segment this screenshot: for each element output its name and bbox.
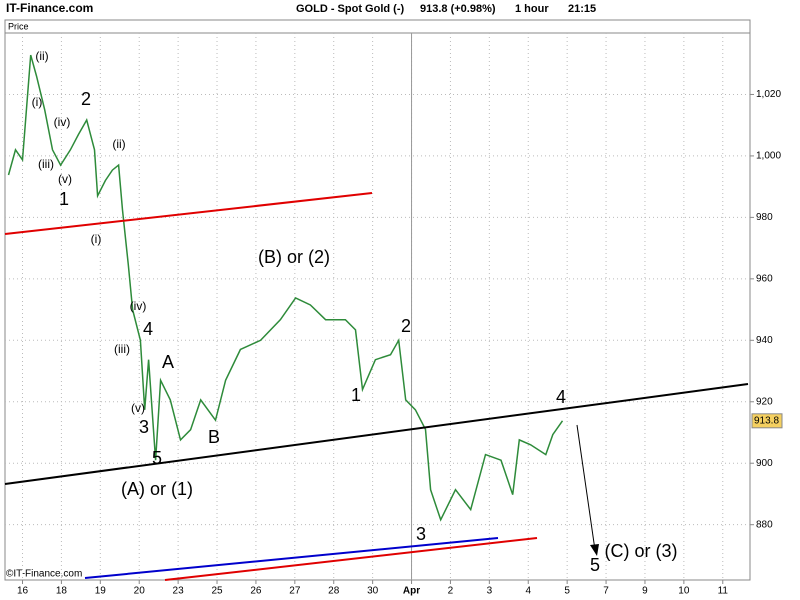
wave-label: (ii) <box>35 49 48 63</box>
wave-label: 1 <box>351 385 361 405</box>
wave-label: (A) or (1) <box>121 479 193 499</box>
time: 21:15 <box>568 3 596 15</box>
chart-title: GOLD - Spot Gold (-) <box>296 3 404 15</box>
y-axis-label: Price <box>8 21 29 31</box>
wave-label: (B) or (2) <box>258 247 330 267</box>
wave-label: 4 <box>556 387 566 407</box>
wave-label: 3 <box>139 417 149 437</box>
wave-label: (v) <box>58 172 72 186</box>
x-tick-label: 11 <box>718 586 729 597</box>
trend-line <box>4 383 749 485</box>
y-tick-label: 1,000 <box>756 151 781 162</box>
wave-label: (C) or (3) <box>605 541 678 561</box>
wave-label: B <box>208 427 220 447</box>
plot-frame <box>4 19 751 581</box>
wave-label: 2 <box>81 89 91 109</box>
wave-label: 3 <box>416 524 426 544</box>
y-tick-label: 1,020 <box>756 89 781 100</box>
wave-label: 5 <box>590 555 600 575</box>
quote: 913.8 (+0.98%) <box>420 3 496 15</box>
x-tick-label: 3 <box>487 586 493 597</box>
trend-line <box>84 537 499 579</box>
x-tick-label: 9 <box>642 586 648 597</box>
wave-label: 4 <box>143 319 153 339</box>
last-price-label: 913.8 <box>754 415 779 426</box>
wave-label: 2 <box>401 316 411 336</box>
y-tick-label: 940 <box>756 335 773 346</box>
wave-label: (iv) <box>130 299 147 313</box>
wave-label: (iv) <box>54 115 71 129</box>
wave-label: 1 <box>59 189 69 209</box>
x-tick-label: 25 <box>211 586 223 597</box>
x-tick-label: 20 <box>134 586 146 597</box>
last-price-box <box>751 413 783 429</box>
interval: 1 hour <box>515 3 549 15</box>
y-tick-label: 920 <box>756 396 773 407</box>
wave-label: (iii) <box>114 342 130 356</box>
x-tick-label: 27 <box>289 586 301 597</box>
arrow-head <box>590 544 599 556</box>
x-tick-label: 16 <box>17 586 29 597</box>
y-tick-label: 900 <box>756 458 773 469</box>
x-tick-label: 4 <box>525 586 531 597</box>
wave-label: (ii) <box>112 137 125 151</box>
arrow-shaft <box>576 424 596 551</box>
x-tick-label: 10 <box>678 586 690 597</box>
x-tick-label: 28 <box>328 586 340 597</box>
x-tick-label: 30 <box>367 586 379 597</box>
wave-label: (i) <box>91 232 102 246</box>
wave-label: (i) <box>32 95 43 109</box>
wave-label: (iii) <box>38 157 54 171</box>
x-tick-label: 26 <box>250 586 262 597</box>
wave-label: (v) <box>131 401 145 415</box>
price-line <box>7 54 564 522</box>
wave-label: 5 <box>152 448 162 468</box>
x-tick-label: 2 <box>448 586 454 597</box>
site-name: IT-Finance.com <box>6 1 93 15</box>
y-tick-label: 960 <box>756 273 773 284</box>
trend-line <box>4 192 373 235</box>
x-tick-label: Apr <box>403 586 420 597</box>
x-tick-label: 23 <box>173 586 185 597</box>
wave-label: A <box>162 352 174 372</box>
y-tick-label: 880 <box>756 519 773 530</box>
x-tick-label: 7 <box>603 586 609 597</box>
trend-line <box>164 537 538 581</box>
footer: ©IT-Finance.com <box>6 569 82 580</box>
x-tick-label: 5 <box>564 586 570 597</box>
x-tick-label: 19 <box>95 586 107 597</box>
x-tick-label: 18 <box>56 586 68 597</box>
y-tick-label: 980 <box>756 212 773 223</box>
plot-area <box>5 33 750 580</box>
